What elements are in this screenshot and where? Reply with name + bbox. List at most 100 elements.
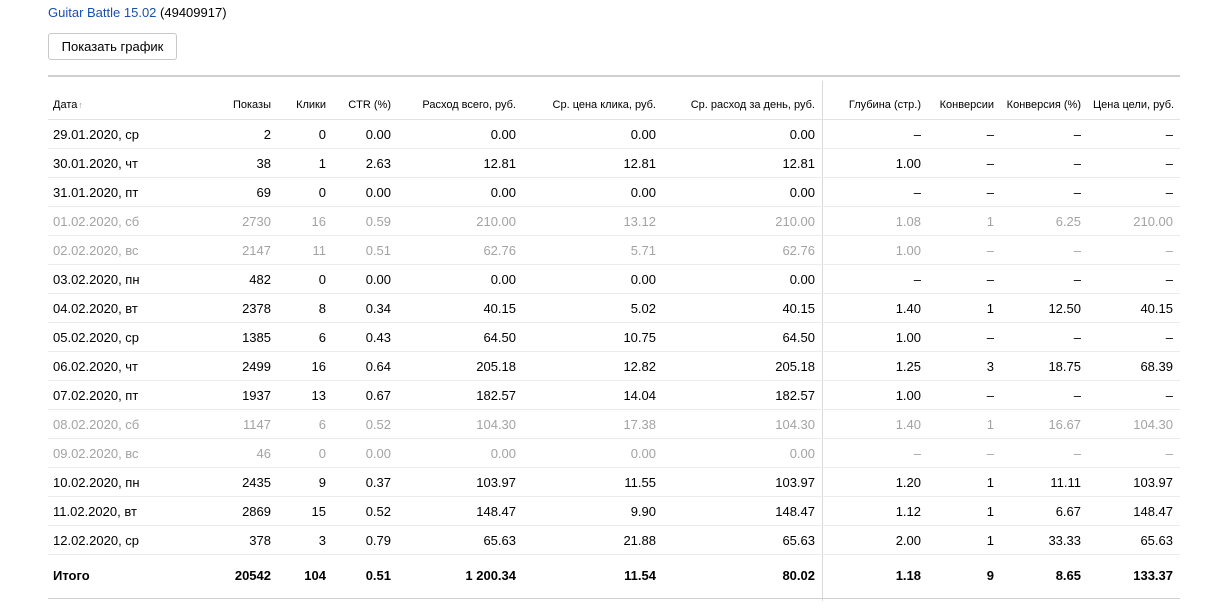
- table-cell: 104.30: [663, 409, 822, 439]
- table-cell: 0.52: [333, 496, 398, 526]
- table-cell: 1.40: [822, 409, 928, 439]
- table-row: 12.02.2020, ср 378 3 0.79 65.63 21.88 65.63 2.0…: [48, 525, 1180, 555]
- table-cell: 8: [278, 293, 333, 323]
- table-cell: 14.04: [523, 380, 663, 410]
- table-row: 02.02.2020, вс 2147 11 0.51 62.76 5.71 62.76 1.…: [48, 235, 1180, 265]
- column-header-avg-daily-spend[interactable]: Ср. расход за день, руб.: [663, 91, 822, 120]
- table-cell: –: [1001, 148, 1088, 178]
- table-row: 31.01.2020, пт 69 0 0.00 0.00 0.00 0.00– – – –: [48, 177, 1180, 207]
- table-cell: 0: [278, 264, 333, 294]
- table-cell: –: [1088, 235, 1180, 265]
- table-cell: 1.12: [822, 496, 928, 526]
- column-header-clicks[interactable]: Клики: [278, 91, 333, 120]
- table-cell: 0.79: [333, 525, 398, 555]
- table-row: 04.02.2020, вт 2378 8 0.34 40.15 5.02 40.15 1.4…: [48, 293, 1180, 323]
- total-cell: 1.18: [895, 567, 921, 583]
- column-header-conversion-rate[interactable]: Конверсия (%): [1001, 91, 1088, 120]
- table-cell: 0.00: [523, 177, 663, 207]
- table-cell: 103.97: [1088, 467, 1180, 497]
- table-cell: –: [1001, 177, 1088, 207]
- table-cell: 0.00: [333, 438, 398, 468]
- table-cell: –: [928, 438, 1001, 468]
- table-cell: 0: [278, 438, 333, 468]
- table-cell: –: [928, 380, 1001, 410]
- table-cell: 0.00: [398, 119, 523, 149]
- table-row: 05.02.2020, ср 1385 6 0.43 64.50 10.75 64.50 1.…: [48, 322, 1180, 352]
- table-cell: 0.00: [398, 438, 523, 468]
- table-cell: 0: [278, 119, 333, 149]
- table-row: 09.02.2020, вс 46 0 0.00 0.00 0.00 0.00– – – –: [48, 438, 1180, 468]
- table-cell: 0.43: [333, 322, 398, 352]
- table-cell: 5.71: [523, 235, 663, 265]
- campaign-name-link[interactable]: Guitar Battle 15.02: [48, 5, 157, 20]
- total-cell: 80.02: [782, 567, 815, 583]
- table-cell: –: [928, 322, 1001, 352]
- table-cell: 2869: [173, 496, 278, 526]
- table-cell: 3: [928, 351, 1001, 381]
- table-cell: 0.00: [398, 264, 523, 294]
- table-cell: 16: [278, 351, 333, 381]
- column-header-impressions[interactable]: Показы: [173, 91, 278, 120]
- show-chart-button[interactable]: Показать график: [48, 33, 177, 60]
- table-cell: 210.00: [1088, 206, 1180, 236]
- table-cell: 0: [278, 177, 333, 207]
- table-cell: 210.00: [663, 206, 822, 236]
- campaign-title: Guitar Battle 15.02 (49409917): [48, 5, 227, 20]
- table-cell: 0.37: [333, 467, 398, 497]
- table-cell: 12.81: [663, 148, 822, 178]
- table-cell: 1.08: [822, 206, 928, 236]
- table-cell: 0.52: [333, 409, 398, 439]
- row-date-cell: 05.02.2020, ср: [48, 322, 173, 352]
- column-header-total-spend[interactable]: Расход всего, руб.: [398, 91, 523, 120]
- table-cell: 69: [173, 177, 278, 207]
- table-cell: –: [1001, 380, 1088, 410]
- table-cell: 6.25: [1001, 206, 1088, 236]
- column-header-ctr[interactable]: CTR (%): [333, 91, 398, 120]
- table-cell: 1.20: [822, 467, 928, 497]
- row-date-cell: 08.02.2020, сб: [48, 409, 173, 439]
- campaign-id: (49409917): [160, 5, 227, 20]
- table-cell: 1.00: [822, 380, 928, 410]
- table-cell: 2.00: [822, 525, 928, 555]
- column-header-date[interactable]: Дата↑: [48, 91, 173, 120]
- table-cell: 1: [928, 496, 1001, 526]
- table-cell: 15: [278, 496, 333, 526]
- stats-table: Дата↑ Показы Клики CTR (%) Расход всего,…: [48, 91, 1180, 595]
- column-header-depth[interactable]: Глубина (стр.): [822, 91, 928, 120]
- table-cell: 40.15: [1088, 293, 1180, 323]
- column-header-avg-cpc[interactable]: Ср. цена клика, руб.: [523, 91, 663, 120]
- table-cell: 12.50: [1001, 293, 1088, 323]
- table-cell: –: [822, 438, 928, 468]
- row-date-cell: 31.01.2020, пт: [48, 177, 173, 207]
- table-row: 07.02.2020, пт 1937 13 0.67 182.57 14.04 182.5…: [48, 380, 1180, 410]
- row-date-cell: 04.02.2020, вт: [48, 293, 173, 323]
- table-cell: 9: [278, 467, 333, 497]
- table-cell: 378: [173, 525, 278, 555]
- table-cell: 6: [278, 322, 333, 352]
- table-cell: 17.38: [523, 409, 663, 439]
- table-cell: 0.00: [398, 177, 523, 207]
- table-cell: 64.50: [398, 322, 523, 352]
- table-cell: 40.15: [398, 293, 523, 323]
- total-cell: 0.51: [365, 567, 391, 583]
- table-cell: –: [1001, 264, 1088, 294]
- table-cell: 13: [278, 380, 333, 410]
- table-cell: 1147: [173, 409, 278, 439]
- table-cell: 6.67: [1001, 496, 1088, 526]
- total-cell: 20542: [234, 567, 271, 583]
- total-cell: 104: [304, 567, 326, 583]
- table-cell: 11.11: [1001, 467, 1088, 497]
- table-cell: 2147: [173, 235, 278, 265]
- table-row: 29.01.2020, ср 2 0 0.00 0.00 0.00 0.00– – – –: [48, 119, 1180, 149]
- table-cell: 1.25: [822, 351, 928, 381]
- table-cell: 0.00: [333, 264, 398, 294]
- column-header-goal-cost[interactable]: Цена цели, руб.: [1088, 91, 1180, 120]
- table-row: 30.01.2020, чт 38 1 2.63 12.81 12.81 12.81 1.00…: [48, 148, 1180, 178]
- column-header-conversions[interactable]: Конверсии: [928, 91, 1001, 120]
- table-cell: 2499: [173, 351, 278, 381]
- table-cell: 0.00: [663, 264, 822, 294]
- table-cell: 0.59: [333, 206, 398, 236]
- total-cell: 133.37: [1133, 567, 1173, 583]
- table-cell: 182.57: [663, 380, 822, 410]
- total-cell: 8.65: [1055, 567, 1081, 583]
